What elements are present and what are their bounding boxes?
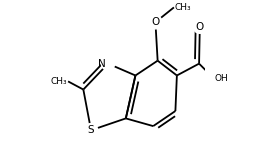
Text: CH₃: CH₃ <box>51 77 67 86</box>
Text: N: N <box>98 59 106 69</box>
Circle shape <box>149 16 162 29</box>
Circle shape <box>193 20 206 33</box>
Circle shape <box>194 21 206 33</box>
Circle shape <box>84 124 98 137</box>
Text: OH: OH <box>215 74 228 83</box>
Circle shape <box>101 57 115 70</box>
Text: O: O <box>151 17 160 27</box>
Text: CH₃: CH₃ <box>175 3 191 12</box>
Text: S: S <box>88 125 94 135</box>
Circle shape <box>207 72 221 85</box>
Text: O: O <box>196 22 204 32</box>
